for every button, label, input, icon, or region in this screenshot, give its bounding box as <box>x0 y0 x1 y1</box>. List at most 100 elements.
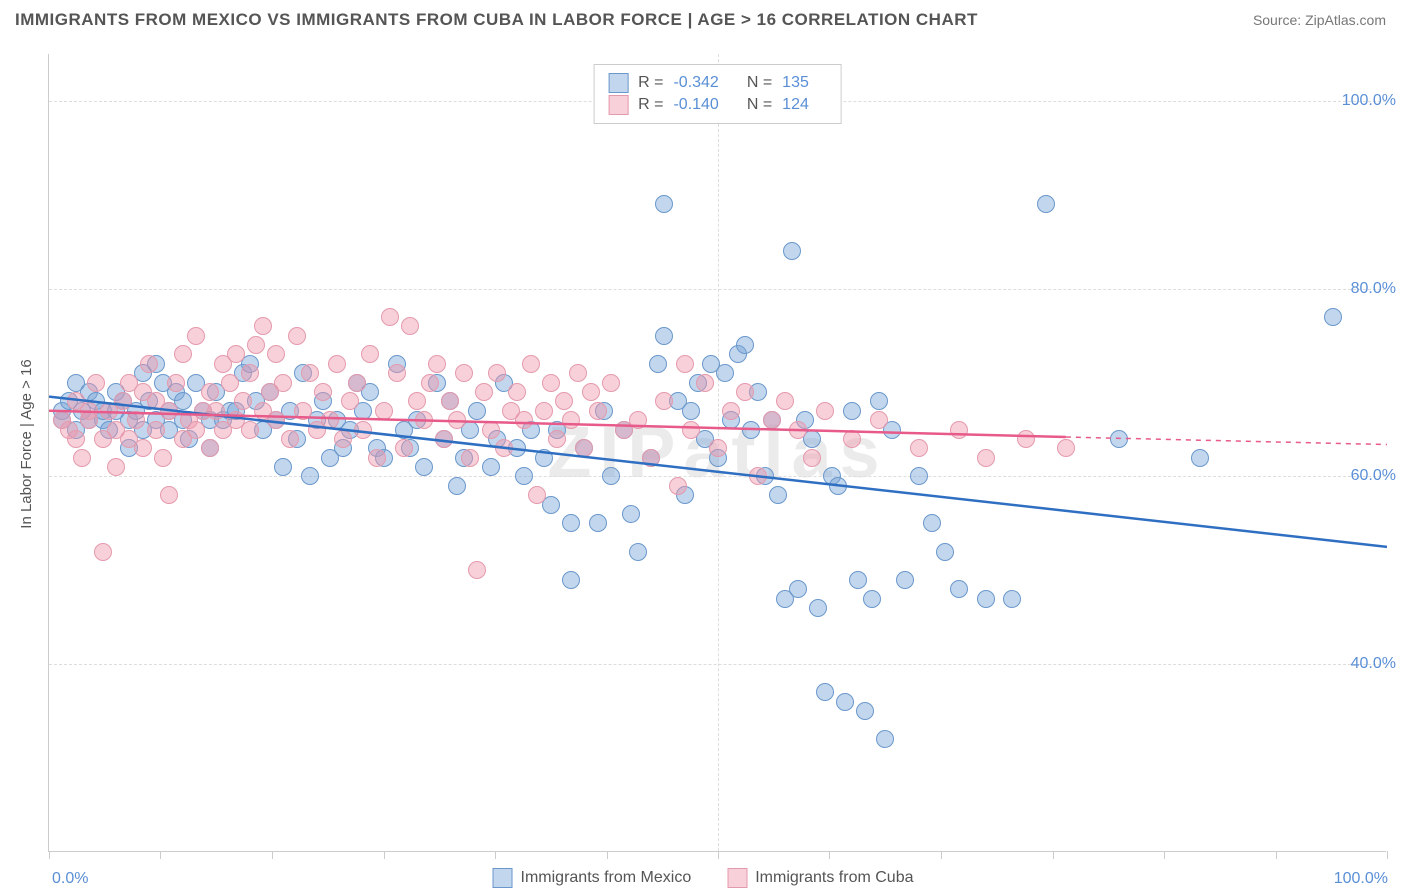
point-mexico <box>622 505 640 523</box>
x-tick <box>718 851 719 859</box>
x-tick <box>941 851 942 859</box>
y-tick-label: 100.0% <box>1342 92 1396 110</box>
point-cuba <box>281 430 299 448</box>
point-cuba <box>114 392 132 410</box>
point-cuba <box>435 430 453 448</box>
point-cuba <box>655 392 673 410</box>
point-cuba <box>221 374 239 392</box>
point-mexico <box>977 590 995 608</box>
point-cuba <box>977 449 995 467</box>
point-cuba <box>267 345 285 363</box>
point-cuba <box>201 439 219 457</box>
point-cuba <box>1017 430 1035 448</box>
x-tick <box>1387 851 1388 859</box>
chart-container: In Labor Force | Age > 16 ZIPatlas R = -… <box>0 44 1406 892</box>
x-tick <box>160 851 161 859</box>
n-value-cuba: 124 <box>782 96 809 114</box>
point-mexico <box>468 402 486 420</box>
point-cuba <box>676 355 694 373</box>
point-cuba <box>227 345 245 363</box>
x-tick-label-100: 100.0% <box>1334 870 1388 888</box>
point-cuba <box>140 355 158 373</box>
point-mexico <box>936 543 954 561</box>
point-mexico <box>789 580 807 598</box>
point-cuba <box>696 374 714 392</box>
point-cuba <box>555 392 573 410</box>
point-cuba <box>602 374 620 392</box>
point-mexico <box>870 392 888 410</box>
point-cuba <box>107 458 125 476</box>
n-value-mexico: 135 <box>782 74 809 92</box>
point-cuba <box>870 411 888 429</box>
point-mexico <box>836 693 854 711</box>
point-cuba <box>548 430 566 448</box>
x-tick <box>272 851 273 859</box>
point-cuba <box>67 430 85 448</box>
point-mexico <box>535 449 553 467</box>
point-cuba <box>187 327 205 345</box>
series-legend: Immigrants from Mexico Immigrants from C… <box>493 868 914 888</box>
point-cuba <box>314 383 332 401</box>
point-cuba <box>535 402 553 420</box>
point-cuba <box>334 430 352 448</box>
point-cuba <box>160 402 178 420</box>
point-cuba <box>348 374 366 392</box>
point-cuba <box>401 317 419 335</box>
point-cuba <box>288 327 306 345</box>
point-mexico <box>783 242 801 260</box>
point-cuba <box>736 383 754 401</box>
point-cuba <box>682 421 700 439</box>
point-cuba <box>207 402 225 420</box>
point-mexico <box>950 580 968 598</box>
y-tick-label: 60.0% <box>1351 467 1396 485</box>
point-cuba <box>187 421 205 439</box>
chart-title: IMMIGRANTS FROM MEXICO VS IMMIGRANTS FRO… <box>15 10 978 30</box>
point-cuba <box>408 392 426 410</box>
point-mexico <box>1324 308 1342 326</box>
n-label: N = <box>747 96 772 114</box>
point-cuba <box>368 449 386 467</box>
r-value-mexico: -0.342 <box>673 74 718 92</box>
point-cuba <box>508 383 526 401</box>
x-tick <box>1053 851 1054 859</box>
legend-label-mexico: Immigrants from Mexico <box>521 869 692 887</box>
y-axis-label: In Labor Force | Age > 16 <box>18 359 35 528</box>
point-cuba <box>321 411 339 429</box>
point-mexico <box>515 467 533 485</box>
point-cuba <box>381 308 399 326</box>
point-cuba <box>461 449 479 467</box>
x-tick <box>1164 851 1165 859</box>
point-mexico <box>562 571 580 589</box>
point-mexico <box>482 458 500 476</box>
point-mexico <box>876 730 894 748</box>
point-cuba <box>301 364 319 382</box>
point-cuba <box>247 336 265 354</box>
x-tick <box>607 851 608 859</box>
r-label: R = <box>638 96 663 114</box>
point-mexico <box>816 683 834 701</box>
point-cuba <box>776 392 794 410</box>
point-cuba <box>1057 439 1075 457</box>
point-cuba <box>421 374 439 392</box>
point-cuba <box>127 411 145 429</box>
point-mexico <box>742 421 760 439</box>
x-tick <box>49 851 50 859</box>
point-mexico <box>274 458 292 476</box>
point-cuba <box>415 411 433 429</box>
point-mexico <box>896 571 914 589</box>
point-cuba <box>73 449 91 467</box>
point-mexico <box>301 467 319 485</box>
swatch-mexico <box>608 73 628 93</box>
correlation-legend: R = -0.342 N = 135 R = -0.140 N = 124 <box>593 64 842 124</box>
x-tick <box>495 851 496 859</box>
point-mexico <box>843 402 861 420</box>
point-cuba <box>629 411 647 429</box>
point-cuba <box>575 439 593 457</box>
point-cuba <box>448 411 466 429</box>
point-cuba <box>154 449 172 467</box>
point-mexico <box>856 702 874 720</box>
point-mexico <box>589 514 607 532</box>
point-cuba <box>488 364 506 382</box>
point-cuba <box>80 402 98 420</box>
point-mexico <box>910 467 928 485</box>
